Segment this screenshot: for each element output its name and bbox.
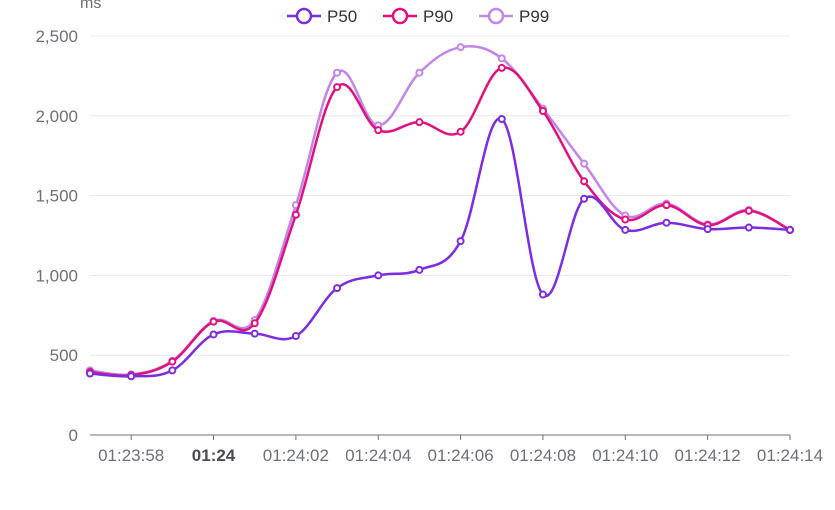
data-point-p50[interactable]	[497, 114, 506, 123]
y-tick-label: 1,500	[35, 187, 78, 206]
data-point-p50[interactable]	[662, 218, 671, 227]
data-point-p90[interactable]	[497, 63, 506, 72]
data-point-p50[interactable]	[703, 225, 712, 234]
data-point-p90[interactable]	[456, 127, 465, 136]
x-tick-label: 01:24:10	[592, 446, 658, 465]
series-p50	[86, 114, 794, 381]
data-point-p50[interactable]	[209, 330, 218, 339]
data-point-p50[interactable]	[580, 194, 589, 203]
data-point-p50[interactable]	[333, 284, 342, 293]
data-point-p50[interactable]	[291, 332, 300, 341]
legend-marker-p99	[487, 7, 505, 25]
x-tick-label: 01:24:04	[345, 446, 411, 465]
data-point-p50[interactable]	[456, 237, 465, 246]
y-axis-unit-label: ms	[80, 0, 101, 12]
legend-item-p90[interactable]: P90	[383, 7, 453, 26]
data-point-p90[interactable]	[621, 215, 630, 224]
data-point-p50[interactable]	[621, 225, 630, 234]
x-axis: 01:23:58 01:24 01:24:02 01:24:04 01:24:06 01:…	[90, 434, 823, 465]
data-point-p99[interactable]	[333, 68, 342, 77]
legend-label-p99: P99	[519, 7, 549, 26]
data-point-p50[interactable]	[538, 290, 547, 299]
grid-lines	[90, 35, 790, 356]
series-p99	[86, 43, 794, 379]
data-point-p50[interactable]	[374, 271, 383, 280]
data-point-p90[interactable]	[662, 201, 671, 210]
y-tick-label: 500	[50, 346, 78, 365]
data-point-p50[interactable]	[786, 225, 794, 234]
data-point-p90[interactable]	[374, 126, 383, 135]
data-point-p99[interactable]	[497, 54, 506, 63]
x-tick-label: 01:24:12	[675, 446, 741, 465]
legend-marker-p50	[295, 7, 313, 25]
data-point-p99[interactable]	[580, 159, 589, 168]
legend-label-p90: P90	[423, 7, 453, 26]
x-tick-label: 01:24:14	[757, 446, 823, 465]
data-point-p90[interactable]	[168, 357, 177, 366]
x-tick-label: 01:24:06	[427, 446, 493, 465]
x-tick-label: 01:24	[192, 446, 236, 465]
data-point-p99[interactable]	[456, 43, 465, 52]
series-line-p90	[89, 66, 791, 377]
data-point-p90[interactable]	[333, 83, 342, 92]
y-tick-label: 1,000	[35, 266, 78, 285]
data-point-p90[interactable]	[744, 206, 753, 215]
x-tick-label: 01:24:02	[263, 446, 329, 465]
legend[interactable]: P50 P90 P99	[287, 7, 549, 26]
data-point-p50[interactable]	[744, 223, 753, 232]
data-point-p50[interactable]	[168, 366, 177, 375]
series-p90	[86, 63, 794, 380]
data-point-p90[interactable]	[580, 177, 589, 186]
legend-item-p99[interactable]: P99	[479, 7, 549, 26]
legend-marker-p90	[391, 7, 409, 25]
x-tick-label: 01:24:08	[510, 446, 576, 465]
legend-item-p50[interactable]: P50	[287, 7, 357, 26]
y-tick-label: 0	[69, 426, 78, 445]
data-point-p99[interactable]	[415, 68, 424, 77]
series-line-p99	[89, 45, 791, 376]
data-point-p90[interactable]	[415, 118, 424, 127]
legend-label-p50: P50	[327, 7, 357, 26]
y-axis: 0 500 1,000 1,500 2,000 2,500 ms	[35, 0, 101, 445]
data-point-p50[interactable]	[250, 329, 259, 338]
data-point-p50[interactable]	[415, 265, 424, 274]
data-point-p90[interactable]	[291, 210, 300, 219]
x-tick-label: 01:23:58	[98, 446, 164, 465]
data-point-p90[interactable]	[250, 319, 259, 328]
series-layer	[86, 43, 794, 381]
data-point-p90[interactable]	[538, 107, 547, 116]
data-point-p90[interactable]	[209, 317, 218, 326]
y-tick-label: 2,500	[35, 27, 78, 46]
data-point-p50[interactable]	[127, 372, 136, 381]
data-point-p50[interactable]	[86, 369, 94, 378]
y-tick-label: 2,000	[35, 107, 78, 126]
